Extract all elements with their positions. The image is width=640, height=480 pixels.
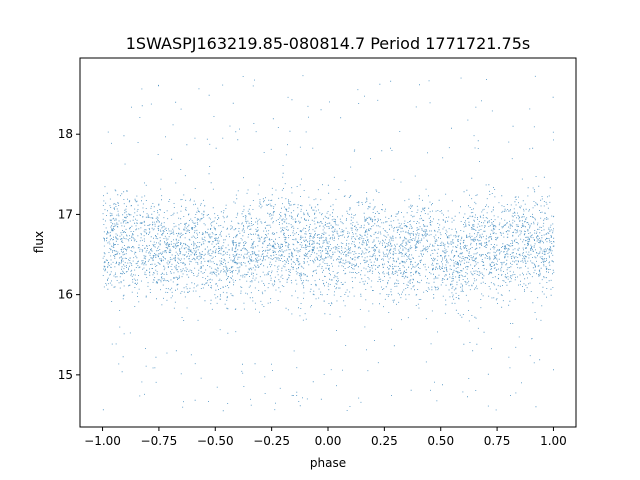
- plot-frame: [79, 57, 577, 428]
- y-tick-label: 15: [58, 368, 73, 382]
- x-tick-label: 0.00: [315, 434, 342, 448]
- y-tick-label: 17: [58, 207, 73, 221]
- chart-title: 1SWASPJ163219.85-080814.7 Period 1771721…: [126, 34, 531, 53]
- y-axis-ticks: 15 16 17 18: [58, 127, 80, 382]
- x-tick-label: −0.50: [197, 434, 234, 448]
- y-tick-label: 16: [58, 288, 73, 302]
- x-tick-label: 0.25: [371, 434, 398, 448]
- x-tick-label: −0.25: [253, 434, 290, 448]
- y-tick-label: 18: [58, 127, 73, 141]
- x-tick-label: 1.00: [540, 434, 567, 448]
- x-tick-label: 0.50: [427, 434, 454, 448]
- x-tick-label: 0.75: [484, 434, 511, 448]
- x-tick-label: −0.75: [141, 434, 178, 448]
- x-tick-label: −1.00: [84, 434, 121, 448]
- x-axis-label: phase: [310, 456, 346, 470]
- x-axis-ticks: −1.00 −0.75 −0.50 −0.25 0.00 0.25 0.50 0.75 1.00: [84, 427, 567, 448]
- y-axis-label: flux: [32, 231, 46, 253]
